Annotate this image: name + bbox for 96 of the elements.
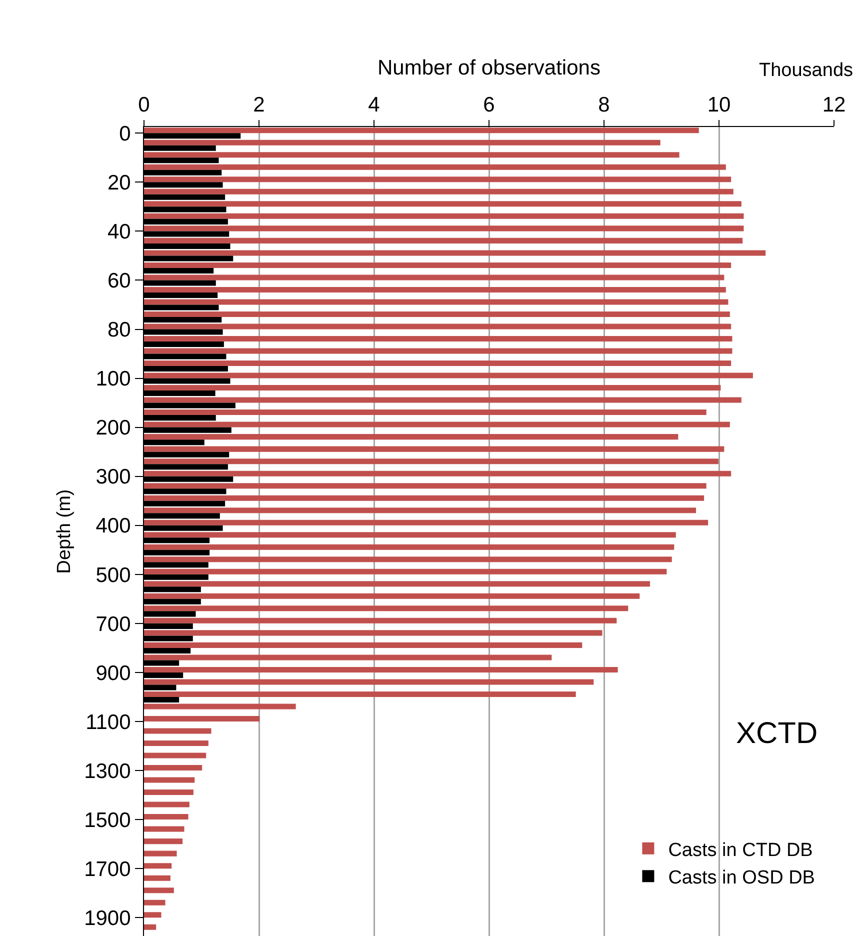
bar [144, 728, 212, 734]
bar [144, 422, 730, 428]
bar [144, 581, 650, 587]
y-axis-title: Depth (m) [54, 489, 75, 574]
y-tick-label: 1300 [84, 760, 131, 783]
bar [144, 128, 699, 134]
x-axis-title: Number of observations [378, 56, 600, 80]
y-tick-label: 400 [96, 514, 131, 538]
bar [144, 458, 718, 464]
bar [144, 238, 743, 244]
bar [144, 850, 177, 856]
bar [144, 888, 174, 894]
y-tick-label: 80 [107, 318, 131, 342]
y-tick-label: 60 [107, 270, 131, 293]
y-tick-label: 1700 [84, 858, 131, 881]
y-tick-label: 1900 [84, 906, 131, 930]
bar [144, 765, 202, 771]
legend-label: Casts in OSD DB [668, 868, 815, 889]
bar [144, 286, 726, 292]
bar [144, 900, 166, 906]
bar [144, 704, 296, 710]
bar [144, 814, 188, 820]
bar [144, 691, 576, 697]
bar [144, 679, 594, 685]
bar [144, 372, 753, 378]
bar [144, 666, 618, 672]
bar [144, 250, 766, 256]
bar [144, 226, 744, 232]
bar [144, 213, 744, 219]
x-tick-label: 4 [368, 94, 380, 117]
bar [144, 875, 170, 881]
bar [144, 520, 708, 526]
bar [144, 164, 726, 170]
bar [144, 410, 706, 416]
bar [144, 802, 190, 808]
bar [144, 618, 617, 624]
x-tick-label: 8 [598, 94, 610, 117]
bar [144, 924, 156, 930]
bar [144, 777, 195, 783]
y-tick-label: 20 [107, 172, 131, 195]
bar [144, 336, 732, 342]
bar [144, 606, 628, 612]
bar [144, 274, 724, 280]
bar [144, 508, 696, 514]
y-tick-label: 700 [96, 612, 131, 636]
bar [144, 630, 602, 636]
bar [144, 593, 640, 599]
bar [144, 348, 732, 354]
bar [144, 826, 184, 832]
legend-label: Casts in CTD DB [668, 840, 813, 861]
y-tick-label: 0 [119, 122, 131, 146]
x-tick-label: 2 [253, 94, 265, 117]
bar [144, 716, 260, 722]
bar [144, 654, 552, 660]
bar [144, 838, 183, 844]
bar [144, 152, 680, 158]
bar [144, 385, 721, 391]
x-tick-label: 10 [707, 94, 731, 117]
bar [144, 912, 162, 918]
bar [144, 532, 676, 538]
bar [144, 556, 672, 562]
y-tick-label: 1100 [86, 710, 131, 734]
bar [144, 188, 734, 194]
text: Thousands [759, 60, 854, 81]
bar [144, 324, 732, 330]
y-tick-label: 500 [96, 564, 131, 587]
bar [144, 544, 674, 550]
x-tick-label: 12 [822, 94, 846, 117]
y-tick-label: 300 [96, 466, 131, 489]
bar [144, 201, 742, 207]
x-tick-label: 0 [138, 94, 150, 117]
bar [144, 434, 678, 440]
bar [144, 360, 732, 366]
bar [144, 495, 704, 501]
bar [144, 752, 206, 758]
bar [144, 176, 732, 182]
x-tick-label: 6 [483, 94, 495, 117]
y-tick-label: 900 [96, 662, 131, 685]
bar [144, 262, 732, 268]
bar [144, 299, 728, 305]
bar [144, 446, 724, 452]
bar [144, 790, 194, 796]
bar [144, 397, 742, 403]
y-tick-label: 40 [107, 220, 131, 244]
bar [144, 140, 660, 146]
bar [144, 740, 208, 746]
bar [144, 470, 732, 476]
y-tick-label: 200 [96, 416, 131, 440]
bar [144, 311, 730, 317]
bar [144, 642, 582, 648]
y-tick-label: 1500 [84, 808, 131, 832]
y-tick-label: 100 [96, 368, 131, 391]
bar [144, 568, 667, 574]
annotation: XCTD [736, 717, 818, 750]
bar [144, 863, 172, 869]
bar [144, 483, 706, 489]
